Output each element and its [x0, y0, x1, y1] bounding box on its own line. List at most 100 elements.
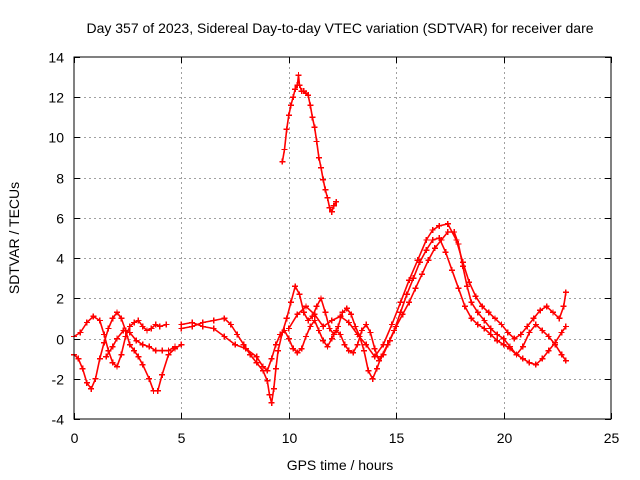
data-point: [481, 325, 488, 332]
data-point: [199, 323, 206, 330]
data-point: [455, 285, 462, 292]
x-tick-label: 25: [604, 430, 620, 446]
data-point: [109, 343, 116, 350]
data-point: [287, 299, 294, 306]
data-point: [305, 92, 312, 99]
data-point: [120, 327, 127, 334]
data-point: [118, 315, 125, 322]
data-point: [156, 323, 163, 330]
data-point: [328, 208, 335, 215]
data-point: [537, 307, 544, 314]
data-point: [307, 102, 314, 109]
data-point: [498, 321, 505, 328]
data-point: [300, 309, 307, 316]
data-point: [504, 329, 511, 336]
data-point: [242, 345, 249, 352]
data-point: [545, 347, 552, 354]
data-point: [285, 335, 292, 342]
data-point: [114, 363, 120, 370]
data-point: [292, 86, 299, 93]
series-line: [288, 223, 567, 358]
data-point: [494, 331, 501, 338]
y-tick-label: 6: [56, 211, 64, 227]
data-point: [388, 321, 395, 328]
data-point: [272, 365, 279, 372]
data-point: [253, 353, 260, 360]
data-point: [472, 293, 479, 300]
data-point: [139, 323, 146, 330]
data-point: [126, 341, 133, 348]
data-point: [285, 325, 292, 332]
data-point: [337, 331, 344, 338]
series-track-g: [279, 72, 340, 215]
data-point: [264, 367, 271, 374]
x-tick-label: 0: [71, 430, 79, 446]
data-point: [543, 303, 550, 310]
y-tick-label: 10: [48, 130, 64, 146]
data-point: [83, 379, 90, 386]
data-point: [144, 327, 150, 334]
data-point: [178, 321, 185, 328]
data-point: [131, 319, 138, 326]
data-point: [333, 327, 340, 334]
data-point: [453, 237, 460, 243]
data-point: [500, 335, 507, 342]
data-point: [330, 202, 337, 209]
data-point: [526, 329, 533, 336]
data-point: [296, 82, 303, 89]
data-point: [468, 315, 475, 322]
data-point: [335, 323, 342, 330]
data-point: [298, 345, 305, 352]
data-point: [562, 357, 569, 364]
data-point: [539, 355, 546, 362]
data-point: [152, 321, 159, 328]
data-point: [386, 337, 393, 344]
data-point: [494, 337, 501, 344]
data-point: [114, 309, 120, 316]
data-point: [320, 176, 327, 183]
data-point: [397, 299, 404, 306]
data-point: [152, 347, 159, 354]
series-track-f: [285, 220, 569, 360]
data-point: [438, 237, 445, 243]
data-point: [449, 267, 455, 274]
y-axis-label: SDTVAR / TECUs: [6, 182, 22, 294]
series-line: [105, 329, 176, 358]
x-tick-label: 20: [497, 430, 513, 446]
data-point: [281, 327, 288, 334]
data-point: [466, 279, 473, 286]
data-point: [313, 303, 320, 310]
data-point: [260, 363, 266, 370]
data-point: [320, 337, 327, 344]
data-point: [320, 323, 327, 330]
data-point: [429, 237, 436, 243]
data-point: [361, 347, 367, 354]
data-point: [315, 154, 322, 161]
data-point: [232, 341, 239, 348]
data-point: [133, 337, 140, 344]
data-point: [75, 355, 82, 362]
data-point: [380, 341, 387, 348]
data-point: [264, 377, 271, 384]
data-point: [96, 317, 103, 324]
data-point: [367, 329, 374, 336]
data-point: [279, 158, 286, 165]
data-point: [369, 375, 376, 382]
data-point: [487, 331, 494, 338]
data-point: [345, 319, 352, 326]
data-point: [354, 331, 361, 338]
data-point: [290, 345, 297, 352]
series-line: [73, 311, 183, 392]
data-point: [96, 355, 103, 362]
data-point: [419, 271, 425, 278]
data-point: [481, 317, 488, 324]
y-tick-label: 0: [56, 332, 64, 348]
series-track-d: [178, 235, 569, 406]
data-point: [101, 339, 108, 346]
data-point: [296, 291, 303, 298]
data-point: [283, 315, 290, 322]
data-point: [159, 347, 166, 354]
data-point: [163, 321, 170, 328]
data-point: [126, 323, 133, 330]
data-point: [487, 325, 494, 332]
